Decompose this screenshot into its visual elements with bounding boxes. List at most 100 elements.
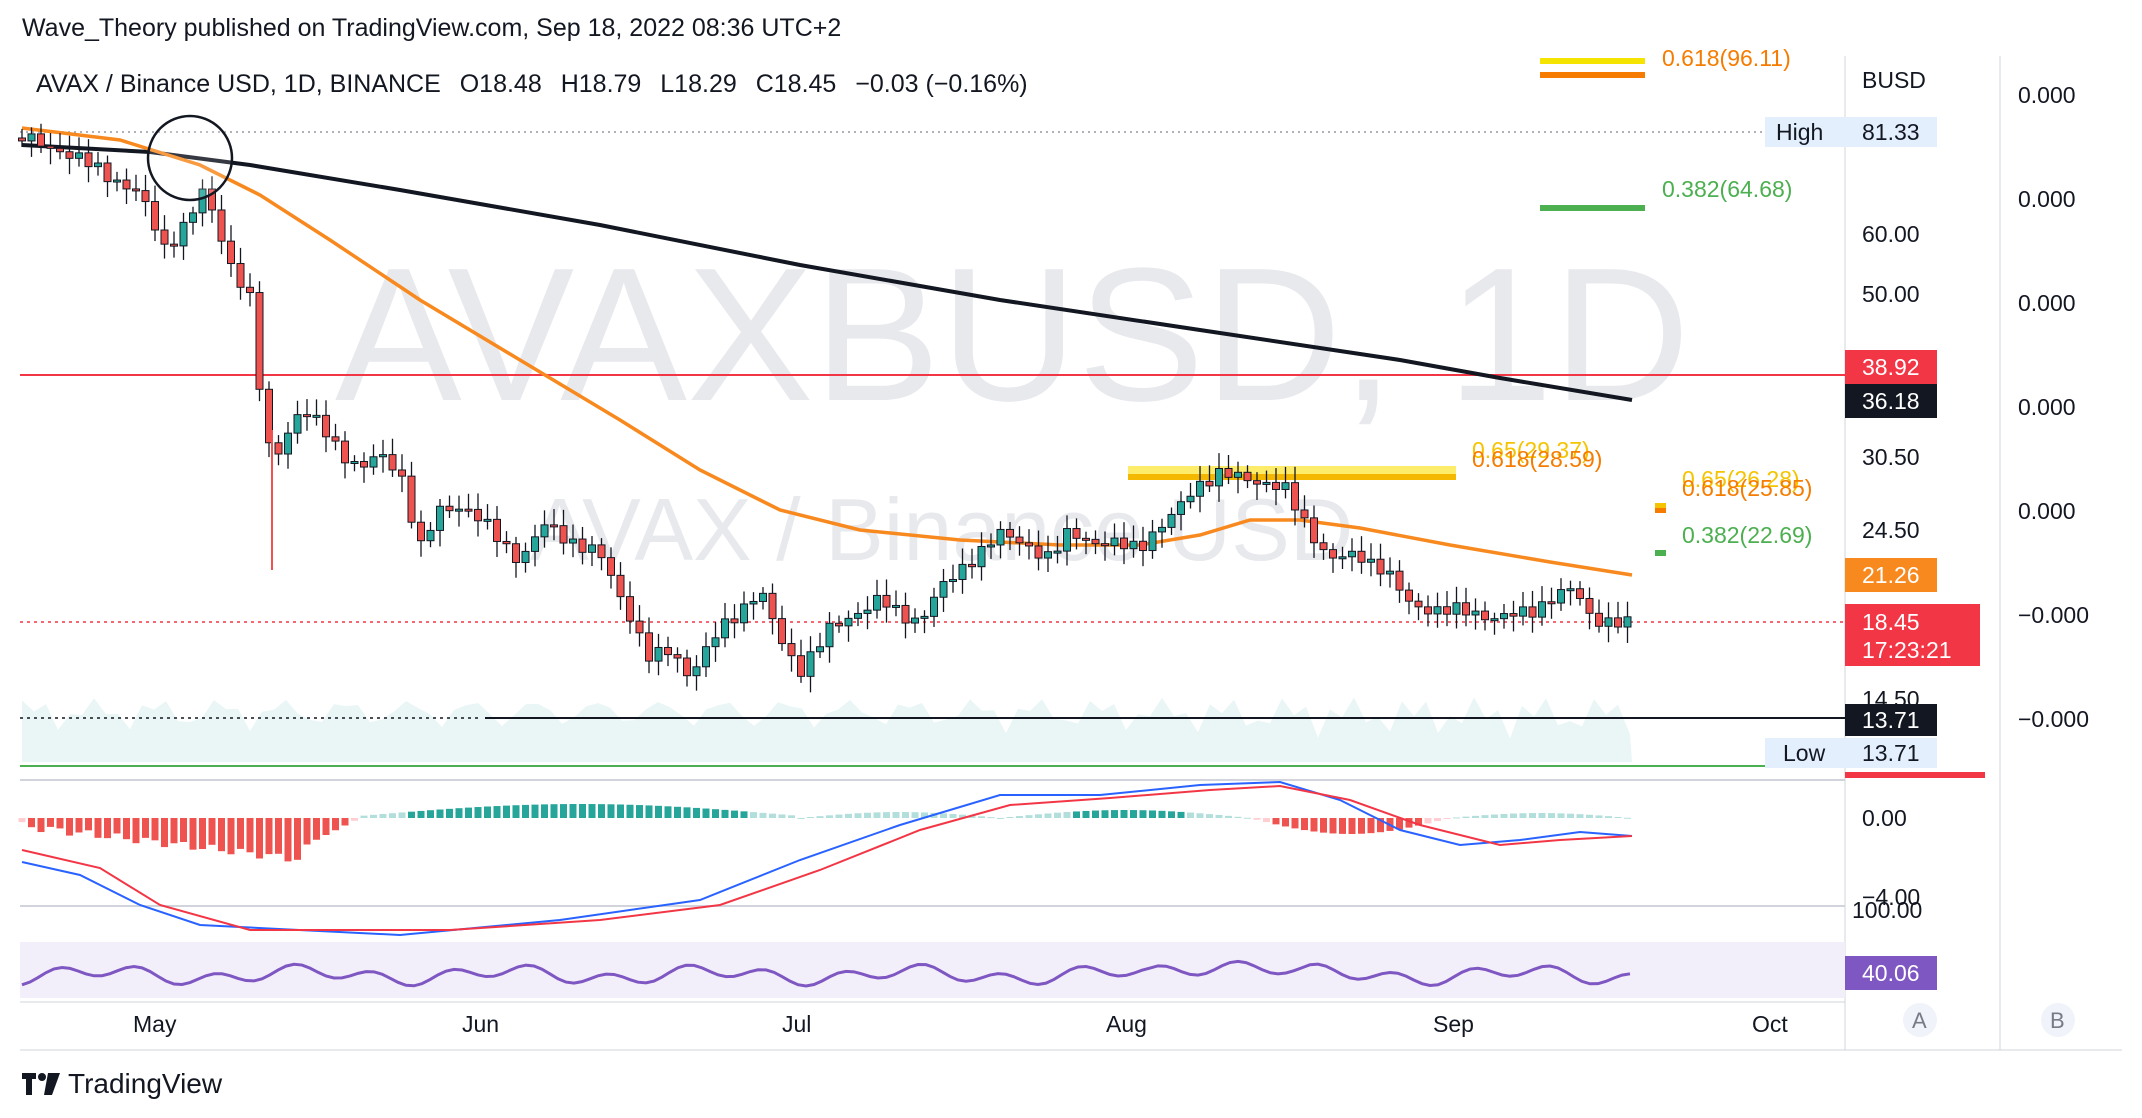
candle-body[interactable]: [1595, 612, 1603, 627]
candle-body[interactable]: [1101, 543, 1109, 547]
candle-body[interactable]: [1528, 606, 1537, 618]
candle-body[interactable]: [521, 550, 530, 563]
candle-body[interactable]: [759, 592, 767, 602]
fib-0618-top-orange[interactable]: [1540, 72, 1645, 78]
candle-body[interactable]: [502, 540, 511, 545]
candle-body[interactable]: [360, 461, 368, 468]
candle-body[interactable]: [797, 655, 805, 677]
candle-body[interactable]: [578, 538, 587, 553]
candle-body[interactable]: [778, 618, 786, 645]
candle-body[interactable]: [721, 618, 729, 639]
candle-body[interactable]: [1291, 482, 1299, 511]
candle-body[interactable]: [1490, 618, 1499, 622]
candle-body[interactable]: [835, 622, 843, 627]
candle-body[interactable]: [816, 646, 824, 653]
candle-body[interactable]: [531, 536, 539, 552]
candle-body[interactable]: [322, 414, 330, 438]
candle-body[interactable]: [1538, 601, 1546, 618]
candle-body[interactable]: [768, 592, 777, 620]
candle-body[interactable]: [103, 162, 112, 183]
candle-body[interactable]: [1139, 540, 1147, 552]
candle-body[interactable]: [1471, 610, 1480, 616]
candle-body[interactable]: [1566, 588, 1575, 592]
candle-body[interactable]: [84, 152, 93, 168]
candle-body[interactable]: [702, 646, 710, 668]
candle-body[interactable]: [588, 544, 596, 553]
candle-body[interactable]: [464, 508, 473, 512]
candle-body[interactable]: [1025, 542, 1033, 547]
candle-body[interactable]: [1623, 616, 1632, 628]
candle-body[interactable]: [806, 651, 815, 677]
candle-body[interactable]: [37, 133, 45, 147]
fib-zone-mid-065[interactable]: [1128, 466, 1456, 474]
candle-body[interactable]: [635, 620, 644, 634]
candle-body[interactable]: [1281, 482, 1290, 490]
candle-body[interactable]: [1234, 471, 1242, 478]
candle-body[interactable]: [483, 518, 492, 522]
candle-body[interactable]: [293, 414, 302, 434]
candle-body[interactable]: [236, 263, 245, 288]
candle-body[interactable]: [1462, 602, 1470, 616]
candle-body[interactable]: [227, 240, 235, 265]
candle-body[interactable]: [398, 469, 406, 477]
candle-body[interactable]: [882, 594, 891, 608]
candle-body[interactable]: [1262, 481, 1271, 485]
candle-body[interactable]: [664, 646, 672, 656]
candle-body[interactable]: [122, 179, 131, 190]
candle-body[interactable]: [1576, 588, 1584, 599]
candle-body[interactable]: [1310, 517, 1318, 544]
tradingview-logo[interactable]: TradingView: [22, 1068, 222, 1100]
candle-body[interactable]: [607, 557, 615, 576]
candle-body[interactable]: [113, 179, 121, 183]
candle-body[interactable]: [958, 563, 967, 580]
candle-body[interactable]: [1224, 467, 1233, 478]
candle-body[interactable]: [711, 637, 720, 648]
candle-body[interactable]: [407, 475, 416, 523]
candle-body[interactable]: [1357, 550, 1366, 563]
candle-body[interactable]: [312, 414, 321, 418]
candle-body[interactable]: [987, 544, 995, 548]
candle-body[interactable]: [920, 615, 929, 619]
candle-body[interactable]: [749, 600, 758, 605]
candle-body[interactable]: [493, 518, 501, 542]
fib-0382-top[interactable]: [1540, 205, 1645, 211]
candle-body[interactable]: [1072, 528, 1081, 539]
candle-body[interactable]: [75, 152, 83, 159]
candle-body[interactable]: [949, 578, 957, 583]
candle-body[interactable]: [873, 594, 881, 611]
candle-body[interactable]: [654, 646, 663, 662]
candle-body[interactable]: [1034, 545, 1043, 559]
candle-body[interactable]: [179, 221, 188, 247]
candle-body[interactable]: [426, 529, 435, 542]
candle-body[interactable]: [540, 524, 549, 538]
candle-body[interactable]: [1509, 613, 1518, 617]
candle-body[interactable]: [331, 436, 340, 442]
candle-body[interactable]: [303, 414, 311, 418]
candle-body[interactable]: [1300, 509, 1309, 519]
candle-body[interactable]: [1604, 617, 1613, 627]
candle-body[interactable]: [94, 162, 102, 168]
candle-body[interactable]: [683, 657, 691, 677]
candle-body[interactable]: [474, 508, 482, 522]
candle-body[interactable]: [1376, 558, 1385, 575]
candle-body[interactable]: [1129, 540, 1138, 550]
candle-body[interactable]: [673, 654, 682, 659]
candle-body[interactable]: [844, 617, 853, 627]
candle-body[interactable]: [1452, 602, 1461, 615]
candle-body[interactable]: [350, 461, 359, 465]
candle-body[interactable]: [246, 286, 254, 294]
candle-body[interactable]: [1424, 606, 1432, 615]
candle-body[interactable]: [1585, 597, 1594, 614]
candle-body[interactable]: [730, 618, 739, 624]
candle-body[interactable]: [18, 137, 26, 142]
candle-body[interactable]: [740, 603, 748, 624]
candle-body[interactable]: [1519, 606, 1527, 617]
candle-body[interactable]: [1091, 538, 1100, 545]
candle-body[interactable]: [1253, 480, 1261, 485]
candle-body[interactable]: [1044, 551, 1052, 559]
candle-body[interactable]: [863, 609, 872, 614]
candles[interactable]: [18, 123, 1632, 693]
candle-body[interactable]: [208, 188, 216, 211]
ma50-line[interactable]: [21, 126, 1633, 577]
candle-body[interactable]: [1395, 570, 1404, 591]
